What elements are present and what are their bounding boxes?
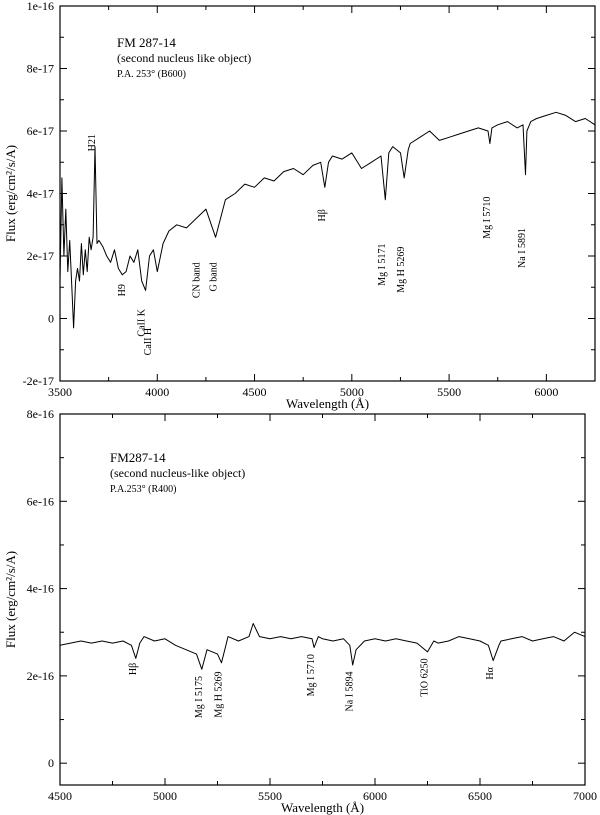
line-id-label: G band	[208, 262, 219, 291]
line-id-label: Mg H 5269	[396, 247, 407, 293]
legend-line: FM287-14	[110, 450, 166, 465]
x-tick-label: 4500	[243, 385, 267, 399]
line-id-label: TiO 6250	[420, 658, 431, 696]
y-tick-label: 2e-17	[27, 249, 54, 263]
y-tick-label: 6e-17	[27, 124, 54, 138]
line-id-label: Hβ	[128, 663, 139, 675]
y-tick-label: 0	[48, 756, 54, 770]
x-tick-label: 5500	[258, 789, 282, 803]
x-tick-label: 6500	[468, 789, 492, 803]
line-id-label: Na I 5891	[517, 228, 528, 268]
line-id-label: Hβ	[317, 209, 328, 221]
y-tick-label: 8e-17	[27, 62, 54, 76]
line-id-label: Hα	[485, 666, 496, 679]
top-spectrum-chart: 3500 4000 4500 5000 5500 6000 -2e-17 0 2e-17 4e-1…	[3, 0, 596, 411]
line-id-label: CaII H	[143, 328, 154, 356]
line-id-label: Mg I 5710	[306, 654, 317, 696]
y-tick-label: 0	[48, 312, 54, 326]
x-tick-label: 6000	[363, 789, 387, 803]
line-id-label: CaII K	[136, 308, 147, 336]
x-tick-label: 5000	[340, 385, 364, 399]
line-id-label: Mg I 5171	[377, 244, 388, 286]
legend-line: (second nucleus-like object)	[110, 466, 245, 480]
x-tick-label: 7000	[573, 789, 597, 803]
x-axis-label: Wavelength (Å)	[281, 800, 364, 815]
legend-line: FM 287-14	[117, 35, 176, 50]
line-id-label: H21	[87, 134, 98, 151]
spectrum-line	[59, 623, 586, 670]
x-tick-label: 5000	[153, 789, 177, 803]
bottom-spectrum-chart: 4500 5000 5500 6000 6500 7000 0 2e-16 4e-16 6e-16…	[3, 407, 597, 815]
y-axis-label: Flux (erg/cm²/s/A)	[3, 551, 18, 648]
y-tick-label: 4e-17	[27, 187, 54, 201]
line-id-label: CN band	[191, 262, 202, 298]
y-tick-label: 4e-16	[27, 582, 54, 596]
y-axis-label: Flux (erg/cm²/s/A)	[3, 145, 18, 242]
x-tick-label: 3500	[48, 385, 72, 399]
line-id-label: Mg I 5710	[482, 197, 493, 239]
line-id-label: H9	[117, 284, 128, 296]
line-id-label: Mg I 5175	[194, 676, 205, 718]
y-tick-label: 8e-16	[27, 407, 54, 421]
x-tick-label: 4500	[48, 789, 72, 803]
legend-line: (second nucleus like object)	[117, 51, 251, 65]
y-tick-label: -2e-17	[23, 374, 54, 388]
y-tick-label: 6e-16	[27, 494, 54, 508]
x-tick-label: 5500	[437, 385, 461, 399]
legend-line: P.A.253° (R400)	[110, 484, 177, 495]
y-tick-label: 1e-16	[27, 0, 54, 13]
spectrum-line	[59, 111, 596, 329]
legend-line: P.A. 253° (B600)	[117, 69, 186, 80]
x-axis-label: Wavelength (Å)	[286, 396, 369, 411]
x-tick-label: 6000	[534, 385, 558, 399]
x-tick-label: 4000	[145, 385, 169, 399]
y-tick-label: 2e-16	[27, 669, 54, 683]
line-id-label: Na I 5894	[345, 671, 356, 711]
line-id-label: Mg H 5269	[214, 672, 225, 718]
